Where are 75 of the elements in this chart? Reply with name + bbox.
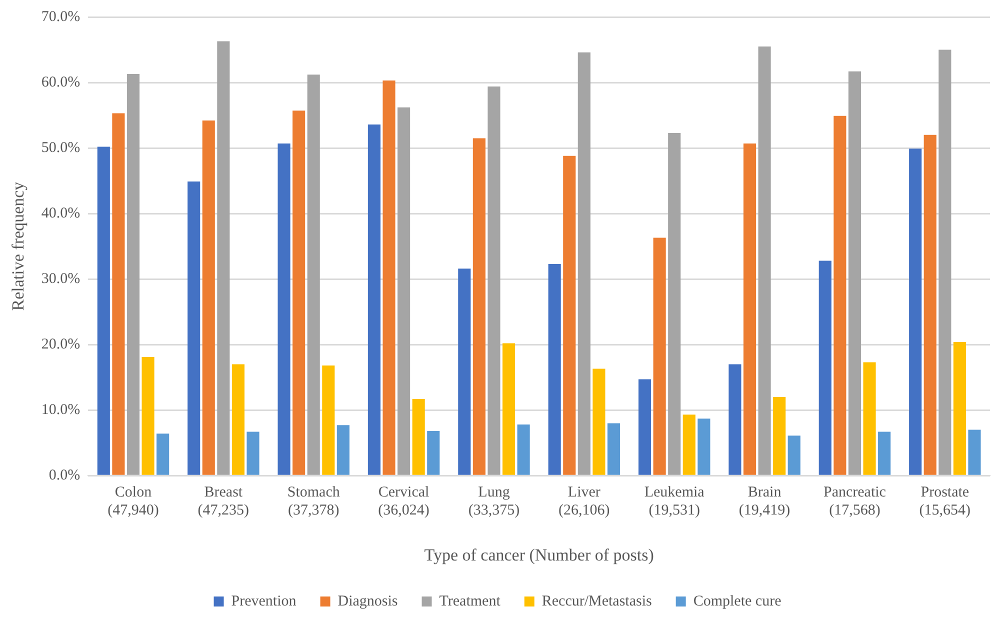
bar bbox=[382, 80, 396, 475]
x-tick-label: Liver (26,106) bbox=[558, 484, 610, 519]
x-tick-label: Leukemia (19,531) bbox=[644, 484, 705, 519]
bar bbox=[398, 107, 410, 475]
bar bbox=[773, 396, 786, 475]
bar bbox=[834, 116, 846, 475]
bar bbox=[968, 430, 981, 475]
bar bbox=[848, 71, 862, 475]
bar bbox=[878, 432, 891, 475]
y-axis-title: Relative frequency bbox=[8, 181, 28, 311]
bar bbox=[112, 113, 125, 475]
bar bbox=[472, 138, 486, 475]
bar bbox=[909, 148, 922, 475]
legend-label: Prevention bbox=[231, 593, 297, 610]
bar bbox=[458, 268, 471, 475]
bar bbox=[156, 434, 170, 475]
bar bbox=[698, 418, 710, 475]
bar bbox=[307, 74, 320, 475]
bar bbox=[427, 431, 440, 475]
y-tick-label: 0.0% bbox=[48, 468, 80, 484]
bar bbox=[126, 74, 140, 475]
x-tick-label: Prostate (15,654) bbox=[919, 484, 971, 519]
bar bbox=[863, 362, 876, 475]
bar bbox=[232, 364, 244, 475]
legend-label: Complete cure bbox=[693, 593, 782, 610]
y-tick-label: 50.0% bbox=[41, 140, 80, 156]
bar bbox=[607, 423, 620, 475]
y-tick-label: 70.0% bbox=[41, 8, 80, 25]
bar bbox=[758, 46, 771, 475]
legend-label: Reccur/Metastasis bbox=[542, 593, 652, 610]
x-tick-label: Colon (47,940) bbox=[108, 484, 159, 519]
bar bbox=[488, 86, 500, 475]
x-axis-title: Type of cancer (Number of posts) bbox=[424, 545, 654, 564]
bar bbox=[592, 368, 606, 475]
legend-label: Treatment bbox=[439, 593, 502, 610]
bar bbox=[788, 436, 800, 475]
bar bbox=[924, 134, 936, 475]
bar bbox=[278, 143, 290, 475]
y-tick-label: 40.0% bbox=[41, 205, 80, 222]
bar bbox=[412, 398, 425, 475]
bar bbox=[142, 357, 154, 475]
bar bbox=[728, 364, 742, 475]
bar bbox=[682, 414, 696, 475]
bar bbox=[368, 124, 380, 475]
bar bbox=[818, 260, 832, 475]
x-tick-label: Brain (19,419) bbox=[738, 484, 790, 519]
legend-label: Diagnosis bbox=[338, 593, 398, 610]
bar bbox=[743, 143, 756, 475]
bar bbox=[322, 366, 335, 475]
bar bbox=[638, 379, 652, 475]
bar bbox=[668, 132, 681, 475]
y-tick-label: 30.0% bbox=[41, 270, 80, 287]
bar bbox=[502, 343, 516, 475]
bar bbox=[953, 342, 966, 475]
y-tick-label: 60.0% bbox=[41, 74, 80, 90]
bar bbox=[97, 146, 110, 475]
bar bbox=[653, 238, 666, 475]
bar bbox=[292, 110, 306, 475]
x-tick-label: Pancreatic (17,568) bbox=[823, 484, 886, 519]
bar bbox=[548, 264, 561, 475]
x-tick-label: Stomach (37,378) bbox=[287, 484, 340, 519]
x-tick-label: Breast (47,235) bbox=[198, 484, 250, 519]
bar bbox=[246, 432, 260, 475]
bar bbox=[217, 41, 230, 475]
y-tick-label: 20.0% bbox=[41, 336, 80, 353]
bar bbox=[188, 181, 200, 475]
bar bbox=[578, 52, 590, 475]
x-tick-label: Lung (33,375) bbox=[468, 484, 520, 519]
bar bbox=[938, 50, 952, 475]
x-tick-label: Cervical (36,024) bbox=[378, 484, 430, 519]
bar bbox=[517, 424, 530, 475]
bar bbox=[563, 156, 576, 475]
y-tick-label: 10.0% bbox=[41, 402, 80, 418]
bar bbox=[336, 425, 350, 475]
bar bbox=[202, 120, 215, 475]
